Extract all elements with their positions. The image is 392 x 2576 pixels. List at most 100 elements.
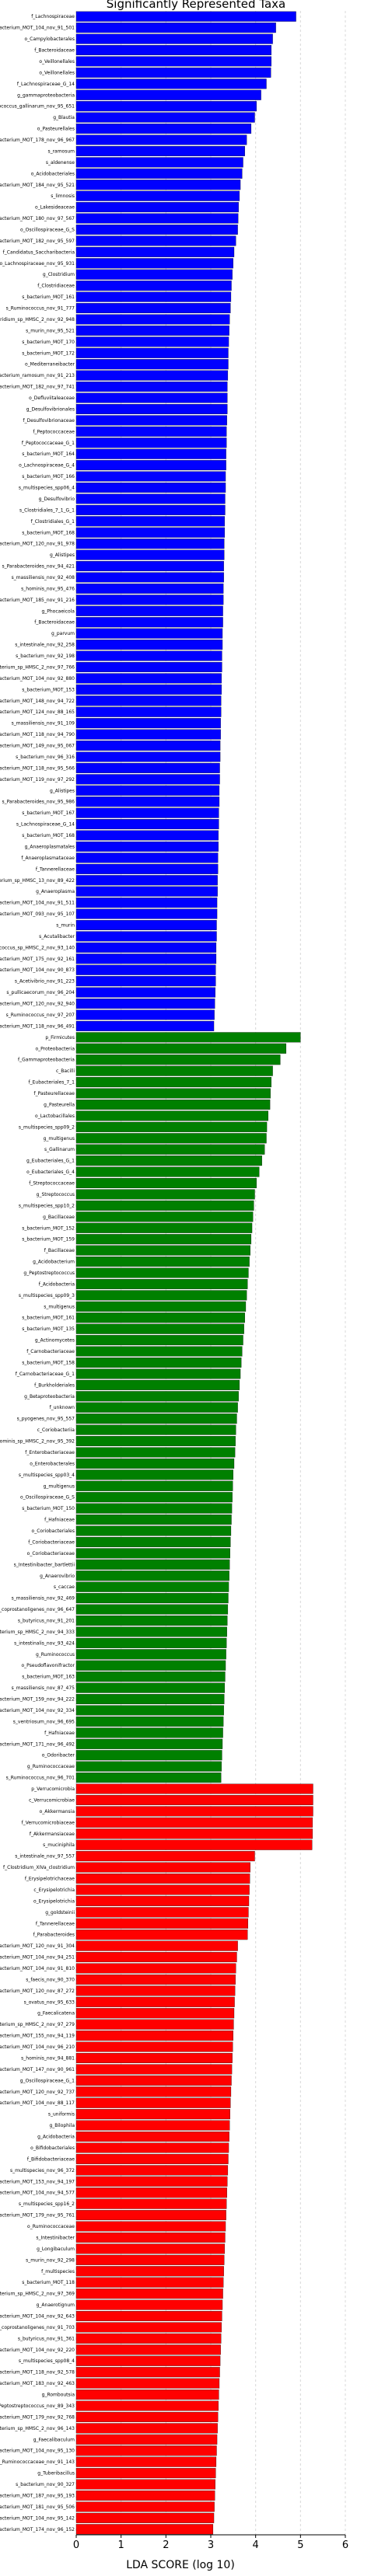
category-label: s_bacterium_MOT_124_nov_88_165 xyxy=(0,709,75,715)
bar-s_bacterium_MOT_120_nov_92_940 xyxy=(75,999,215,1009)
category-label: o_Coriobacteriaceae xyxy=(27,1551,75,1556)
category-label: g_goldsteinii xyxy=(45,1910,75,1915)
bar-s_bacterium_sp_HMSC_2_nov_97_369 xyxy=(75,2288,223,2299)
bar-o_Ruminococcaceae xyxy=(75,2221,226,2232)
bar-s_Ruminococcus_nov_96_701 xyxy=(75,1773,222,1783)
category-label: g_Blautia xyxy=(53,115,75,120)
bar-o_Lachnospiraceae_G_4 xyxy=(75,460,226,471)
bar-g_Ruminococcus xyxy=(75,1649,226,1660)
category-label: s_massiliensis_nov_87_475 xyxy=(12,1685,75,1691)
category-label: s_Intestinibacter xyxy=(36,2235,75,2240)
category-label: s_bacterium_MOT_174_nov_96_152 xyxy=(0,2527,75,2532)
category-label: f_Bacteroidaceae xyxy=(34,48,75,54)
bar-g_Ruminococcaceae xyxy=(75,1761,222,1772)
bar-s_Ruminococcus_nov_91_777 xyxy=(75,303,231,314)
category-label: s_aldenense xyxy=(46,160,75,166)
bar-s_bacterium_MOT_153 xyxy=(75,684,222,695)
bar-s_bacterium_MOT_104_nov_90_873 xyxy=(75,964,216,975)
category-label: s_bacterium_MOT_185_nov_91_216 xyxy=(0,598,75,603)
category-label: s_massiliensis_nov_92_408 xyxy=(12,575,75,580)
x-tick-label: 4 xyxy=(253,2539,259,2551)
category-label: s_bacterium_MOT_104_nov_92_643 xyxy=(0,2314,75,2320)
category-label: s_Clostridiales_7_1_G_1 xyxy=(19,507,75,513)
bar-s_limnosis xyxy=(75,190,240,201)
category-label: s_bacterium_MOT_153 xyxy=(22,687,75,692)
bar-g_Actinomycetes xyxy=(75,1335,243,1346)
category-label: f_Tannerellaceae xyxy=(36,866,75,872)
bar-s_bacterium_MOT_159_nov_94_222 xyxy=(75,1694,225,1705)
bar-g_Longibaculum xyxy=(75,2243,226,2254)
bar-f_Streptococcaceae xyxy=(75,1178,257,1189)
bar-s_intestinale_nov_92_258 xyxy=(75,640,223,650)
category-label: g_Acidobacteria xyxy=(37,2135,75,2140)
bar-s_bacterium_MOT_118_nov_95_566 xyxy=(75,762,220,773)
category-label: g_Ruminococcaceae xyxy=(27,1764,75,1769)
category-label: o_Ruminococcaceae xyxy=(27,2224,75,2229)
category-label: s_bacterium_MOT_120_nov_91_304 xyxy=(0,1943,75,1949)
bar-s_Lachnospiraceae_G_14 xyxy=(75,819,219,830)
category-label: s_bacterium_MOT_170 xyxy=(22,340,75,345)
category-label: o_Pasteurellales xyxy=(37,127,75,132)
category-label: s_multispecies_spp08_4 xyxy=(19,2358,75,2364)
category-label: s_multispecies_spp16_2 xyxy=(19,2201,75,2207)
bar-f_Lachnospiraceae xyxy=(75,11,296,22)
category-label: c_Verrucomicrobiae xyxy=(29,1797,75,1803)
bar-g_goldsteinii xyxy=(75,1907,249,1918)
category-label: f_Eubacteriales_7_1 xyxy=(29,1080,75,1086)
category-label: s_bacterium_MOT_187_nov_95_193 xyxy=(0,2493,75,2498)
bar-o_Eubacteriales_G_4 xyxy=(75,1166,260,1177)
category-label: s_bacterium_MOT_178_nov_96_967 xyxy=(0,138,75,143)
category-label: g_Anaerotignum xyxy=(37,2302,75,2308)
bar-g_Streptococcus xyxy=(75,1189,255,1200)
bar-o_Acidobacteriales xyxy=(75,168,243,179)
bar-o_Proteobacteria xyxy=(75,1043,287,1054)
x-tick-label: 2 xyxy=(163,2539,169,2551)
category-label: o_Proteobacteria xyxy=(35,1046,75,1051)
category-label: o_Lakesideaceae xyxy=(35,205,75,211)
bar-s_Eubacterium_sp_HMSC_2_nov_96_143 xyxy=(75,2423,218,2434)
bar-o_Oscillospiraceae_G_S xyxy=(75,1492,233,1503)
bar-f_Parabacteroides xyxy=(75,1929,248,1940)
category-label: s_murin_nov_92_298 xyxy=(26,2257,75,2263)
category-label: s_bacterium_MOT_158 xyxy=(22,1360,75,1365)
bar-s_uncultured_bacterium_MOT_104_nov_91_501 xyxy=(75,23,276,33)
bar-f_Verrucomicrobiaceae xyxy=(75,1817,313,1828)
category-label: g_Desulfovibrio xyxy=(39,497,75,502)
category-label: o_Pseudoflavonifractor xyxy=(22,1663,75,1668)
bar-s_bacterium_MOT_187_nov_95_193 xyxy=(75,2490,215,2501)
category-label: s_Ruminococcus_sp_HMSC_2_nov_93_140 xyxy=(0,945,75,950)
bar-s_bacterium_MOT_163 xyxy=(75,1671,226,1682)
category-label: s_bacterium_MOT_150 xyxy=(22,1506,75,1511)
bar-s_bacterium_MOT_104_nov_92_220 xyxy=(75,2344,221,2355)
bar-f_Hafniaceae xyxy=(75,1515,232,1525)
category-label: s_limnosis xyxy=(51,193,75,199)
category-label: s_ramosum xyxy=(47,148,75,154)
bar-s_Intestinibacter xyxy=(75,2232,226,2243)
category-label: s_bacterium_MOT_161 xyxy=(22,1316,75,1321)
bar-g_Anaerovibrio xyxy=(75,1570,229,1581)
category-label: g_Faecalicatena xyxy=(37,2011,75,2017)
category-label: f_Hafniaceae xyxy=(44,1731,75,1736)
category-label: c_Bacilli xyxy=(56,1068,75,1074)
bar-g_Peptostreptococcus xyxy=(75,1267,249,1278)
bar-s_bacterium_MOT_178_nov_96_967 xyxy=(75,134,247,145)
bar-f_Carnobacteriaceae xyxy=(75,1346,243,1357)
bar-f_Bacteroidaceae xyxy=(75,617,223,628)
category-label: s_massiliensis_nov_92_469 xyxy=(12,1596,75,1602)
bar-s_bacterium_MOT_174_nov_96_152 xyxy=(75,2524,214,2535)
category-label: f_Clostridiales_G_1 xyxy=(31,519,75,525)
bar-s_bacterium_MOT_168 xyxy=(75,830,219,841)
bar-g_Anaeroplasma xyxy=(75,886,218,897)
bar-o_Defluviitaleaceae xyxy=(75,392,228,403)
category-label: f_unknown xyxy=(50,1405,75,1410)
bar-g_Eubacteriales_G_1 xyxy=(75,1156,262,1166)
category-label: s_Eubacterium_coprostanoligenes_nov_91_7… xyxy=(0,2325,75,2330)
bar-c_Erysipelotrichia xyxy=(75,1884,250,1895)
category-label: s_intestinale_nov_97_557 xyxy=(15,1854,75,1860)
bar-s_massiliensis_nov_87_475 xyxy=(75,1682,226,1693)
category-label: f_Pasteurellaceae xyxy=(33,1091,75,1096)
bar-s_bacterium_nov_92_198 xyxy=(75,650,222,661)
bar-s_bacterium_MOT_161 xyxy=(75,291,232,302)
category-label: s_pullicaecorum_nov_96_204 xyxy=(6,990,75,995)
bar-s_muciniphila xyxy=(75,1839,313,1850)
